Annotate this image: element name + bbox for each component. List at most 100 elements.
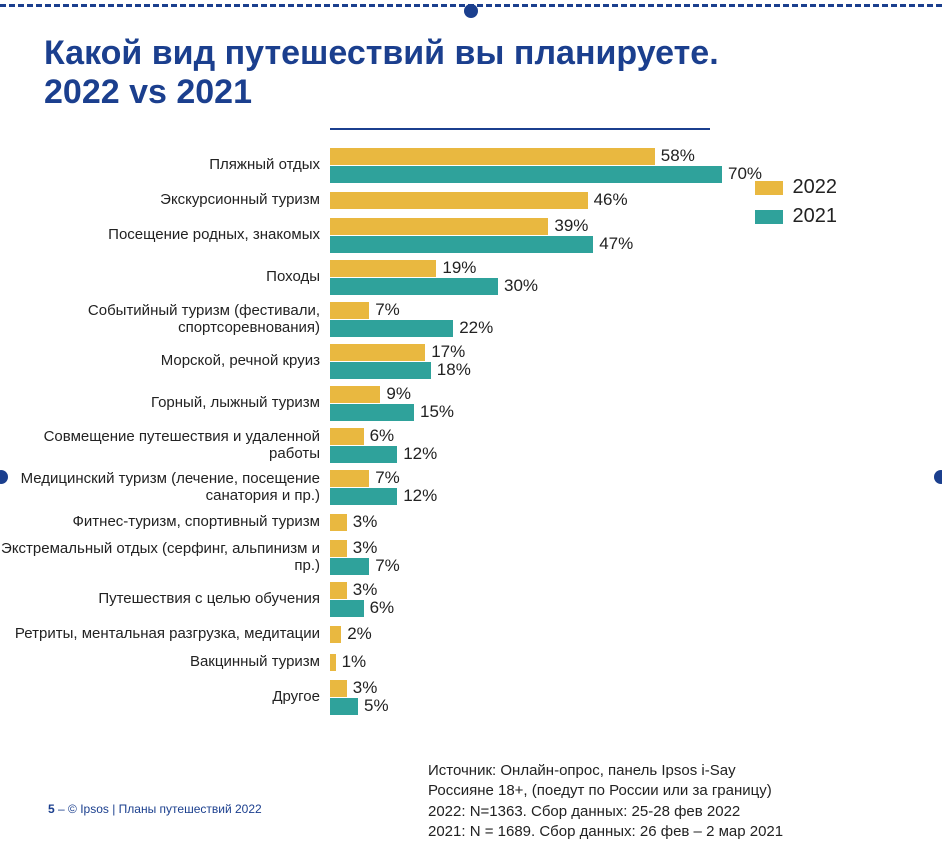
bar-group: 1% bbox=[330, 653, 942, 672]
bar-2022: 3% bbox=[330, 680, 942, 697]
bar-2022: 39% bbox=[330, 218, 942, 235]
legend-label: 2022 bbox=[793, 176, 838, 199]
bar-2022: 2% bbox=[330, 626, 942, 643]
top-dot-icon bbox=[464, 4, 478, 18]
chart-row: Походы 19% 30% bbox=[0, 257, 942, 297]
slide-title: Какой вид путешествий вы планируете. 202… bbox=[44, 34, 744, 112]
chart-row: Горный, лыжный туризм9%15% bbox=[0, 383, 942, 423]
bar-2021: 7% bbox=[330, 558, 942, 575]
bar-group: 7% 22% bbox=[330, 301, 942, 338]
category-label: Вакцинный туризм bbox=[0, 653, 330, 670]
bar-value-2022: 17% bbox=[431, 342, 465, 362]
bar-2021: 6% bbox=[330, 600, 942, 617]
bar-value-2022: 3% bbox=[353, 512, 378, 532]
bar-value-2022: 58% bbox=[661, 146, 695, 166]
bar-value-2022: 6% bbox=[370, 426, 395, 446]
bar-value-2021: 15% bbox=[420, 402, 454, 422]
bar-2022: 19% bbox=[330, 260, 942, 277]
chart-row: Медицинский туризм (лечение, посещение с… bbox=[0, 467, 942, 507]
bar-2022: 3% bbox=[330, 540, 942, 557]
bar-2021: 18% bbox=[330, 362, 942, 379]
bar-value-2022: 3% bbox=[353, 580, 378, 600]
chart-row: Другое3%5% bbox=[0, 677, 942, 717]
legend-swatch-icon bbox=[755, 210, 783, 224]
bar-2021: 15% bbox=[330, 404, 942, 421]
bar-value-2021: 5% bbox=[364, 696, 389, 716]
bar-2022: 9% bbox=[330, 386, 942, 403]
category-label: Совмещение путешествия и удаленной работ… bbox=[0, 428, 330, 463]
category-label: Событийный туризм (фестивали, спортсорев… bbox=[0, 302, 330, 337]
chart-row: Событийный туризм (фестивали, спортсорев… bbox=[0, 299, 942, 339]
chart-row: Морской, речной круиз 17%18% bbox=[0, 341, 942, 381]
chart-row: Фитнес-туризм, спортивный туризм3% bbox=[0, 509, 942, 535]
bar-value-2022: 1% bbox=[342, 652, 367, 672]
chart-row: Путешествия с целью обучения3%6% bbox=[0, 579, 942, 619]
title-rule bbox=[330, 128, 710, 130]
bar-2022: 46% bbox=[330, 192, 942, 209]
source-line: Россияне 18+, (поедут по России или за г… bbox=[428, 781, 783, 801]
bar-value-2022: 7% bbox=[375, 468, 400, 488]
legend-label: 2021 bbox=[793, 205, 838, 228]
legend-item: 2022 bbox=[755, 176, 838, 199]
bar-value-2022: 39% bbox=[554, 216, 588, 236]
bar-value-2022: 3% bbox=[353, 538, 378, 558]
bar-2021: 22% bbox=[330, 320, 942, 337]
bar-group: 9% 15% bbox=[330, 385, 942, 422]
bar-group: 3%7% bbox=[330, 539, 942, 576]
bar-group: 46% bbox=[330, 191, 942, 210]
source-line: 2021: N = 1689. Сбор данных: 26 фев – 2 … bbox=[428, 822, 783, 842]
chart-row: Ретриты, ментальная разгрузка, медитации… bbox=[0, 621, 942, 647]
bar-2022: 6% bbox=[330, 428, 942, 445]
bar-value-2022: 9% bbox=[386, 384, 411, 404]
category-label: Морской, речной круиз bbox=[0, 352, 330, 369]
bar-group: 58%70% bbox=[330, 147, 942, 184]
chart-legend: 2022 2021 bbox=[755, 176, 838, 234]
bar-2022: 7% bbox=[330, 470, 942, 487]
bar-group: 7%12% bbox=[330, 469, 942, 506]
bar-2022: 58% bbox=[330, 148, 942, 165]
footer-copyright: © Ipsos | Планы путешествий 2022 bbox=[68, 802, 262, 816]
category-label: Посещение родных, знакомых bbox=[0, 226, 330, 243]
bar-value-2022: 3% bbox=[353, 678, 378, 698]
category-label: Пляжный отдых bbox=[0, 156, 330, 173]
legend-item: 2021 bbox=[755, 205, 838, 228]
bar-group: 3%6% bbox=[330, 581, 942, 618]
bar-value-2021: 30% bbox=[504, 276, 538, 296]
bar-value-2022: 7% bbox=[375, 300, 400, 320]
bar-2022: 1% bbox=[330, 654, 942, 671]
bar-value-2021: 47% bbox=[599, 234, 633, 254]
source-note: Источник: Онлайн-опрос, панель Ipsos i-S… bbox=[428, 761, 783, 842]
bar-value-2022: 19% bbox=[442, 258, 476, 278]
page-number: 5 bbox=[48, 802, 55, 816]
source-line: Источник: Онлайн-опрос, панель Ipsos i-S… bbox=[428, 761, 783, 781]
top-dashed-border bbox=[0, 4, 942, 7]
slide-footer: 5 – © Ipsos | Планы путешествий 2022 bbox=[48, 802, 262, 816]
bar-2021: 12% bbox=[330, 488, 942, 505]
bar-2022: 17% bbox=[330, 344, 942, 361]
bar-group: 19% 30% bbox=[330, 259, 942, 296]
legend-swatch-icon bbox=[755, 181, 783, 195]
bar-value-2021: 22% bbox=[459, 318, 493, 338]
bar-2021: 5% bbox=[330, 698, 942, 715]
bar-group: 6% 12% bbox=[330, 427, 942, 464]
bar-2021: 70% bbox=[330, 166, 942, 183]
bar-group: 3%5% bbox=[330, 679, 942, 716]
bar-2022: 7% bbox=[330, 302, 942, 319]
bar-value-2021: 12% bbox=[403, 444, 437, 464]
category-label: Походы bbox=[0, 268, 330, 285]
category-label: Медицинский туризм (лечение, посещение с… bbox=[0, 470, 330, 505]
category-label: Путешествия с целью обучения bbox=[0, 590, 330, 607]
category-label: Экстремальный отдых (серфинг, альпинизм … bbox=[0, 540, 330, 575]
bar-value-2021: 6% bbox=[370, 598, 395, 618]
bar-group: 39% 47% bbox=[330, 217, 942, 254]
bar-value-2021: 18% bbox=[437, 360, 471, 380]
bar-2021: 12% bbox=[330, 446, 942, 463]
bar-value-2022: 46% bbox=[594, 190, 628, 210]
bar-group: 2% bbox=[330, 625, 942, 644]
footer-sep: – bbox=[55, 802, 68, 816]
bar-2022: 3% bbox=[330, 514, 942, 531]
bar-value-2021: 7% bbox=[375, 556, 400, 576]
bar-2021: 30% bbox=[330, 278, 942, 295]
category-label: Экскурсионный туризм bbox=[0, 191, 330, 208]
chart-row: Вакцинный туризм 1% bbox=[0, 649, 942, 675]
